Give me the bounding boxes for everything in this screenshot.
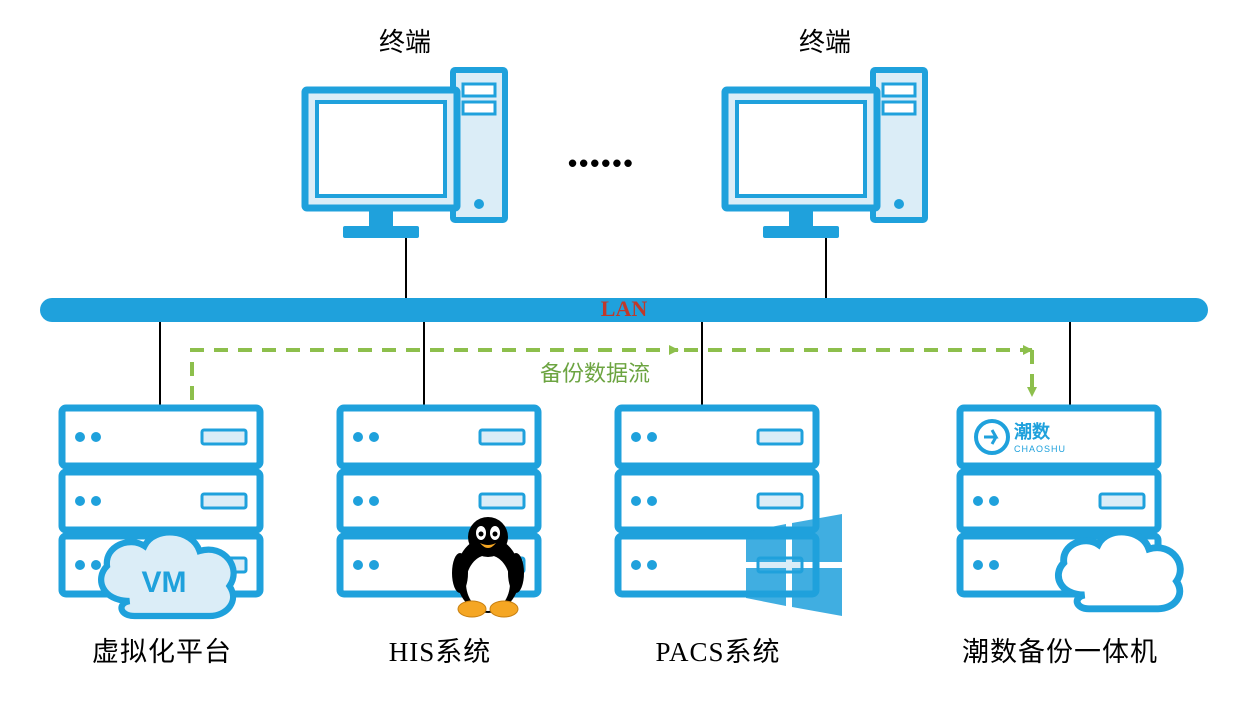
flow-label: 备份数据流 <box>505 356 685 388</box>
server-chaoshu-label: 潮数备份一体机 <box>920 630 1200 669</box>
terminal-2-label: 终端 <box>775 22 875 59</box>
terminal-1-icon <box>305 70 505 238</box>
lan-label: LAN <box>594 296 654 322</box>
server-vm-label: 虚拟化平台 <box>42 630 282 669</box>
server-vm-icon: VM <box>62 408 260 616</box>
terminal-1-label: 终端 <box>355 22 455 59</box>
ellipsis: •••••• <box>568 148 635 179</box>
server-chaoshu-icon: 潮数 CHAOSHU <box>960 408 1180 609</box>
server-his-label: HIS系统 <box>320 630 560 669</box>
terminal-2-icon <box>725 70 925 238</box>
cloud-icon <box>1058 532 1180 609</box>
diagram-canvas: VM <box>0 0 1244 722</box>
server-pacs-icon <box>618 408 842 616</box>
server-his-icon <box>340 408 538 617</box>
svg-text:VM: VM <box>142 566 187 599</box>
svg-text:CHAOSHU: CHAOSHU <box>1014 444 1066 454</box>
svg-text:潮数: 潮数 <box>1014 421 1051 442</box>
server-pacs-label: PACS系统 <box>598 630 838 669</box>
